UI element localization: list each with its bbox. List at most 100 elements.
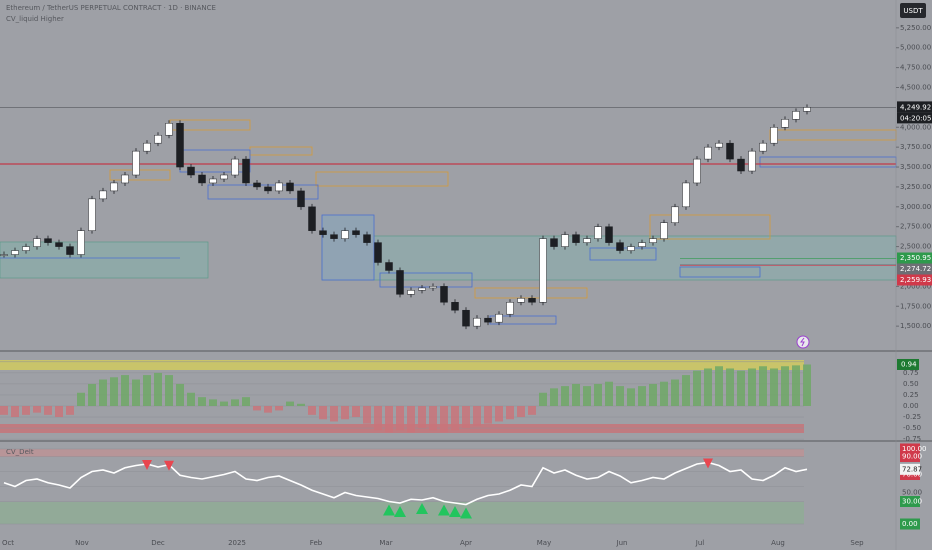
- candle: [209, 178, 217, 184]
- histogram-bar: [121, 375, 129, 406]
- candle: [506, 302, 514, 315]
- sell-signal: [142, 460, 152, 470]
- candle: [121, 174, 129, 184]
- histogram-bar: [253, 406, 261, 411]
- symbol-title: Ethereum / TetherUS PERPETUAL CONTRACT ·…: [6, 4, 216, 12]
- candle: [605, 226, 613, 243]
- candle: [759, 142, 767, 152]
- level-box: [897, 274, 932, 286]
- candle: [649, 238, 657, 243]
- buy-signal: [394, 506, 406, 517]
- histogram-bar: [473, 406, 481, 426]
- x-tick-label: Apr: [460, 539, 472, 547]
- supply-zone: [315, 171, 449, 187]
- candle: [88, 198, 96, 231]
- tick-box: [900, 496, 920, 507]
- histogram-bar: [385, 406, 393, 433]
- histogram-bar: [605, 381, 613, 406]
- candle: [550, 238, 558, 247]
- countdown-box: [897, 112, 932, 124]
- candle: [286, 182, 294, 192]
- histogram-bar: [759, 366, 767, 406]
- y-tick-label: 5,250.00: [900, 24, 931, 32]
- x-tick-label: Jun: [616, 539, 628, 547]
- histogram-bar: [583, 386, 591, 406]
- level-box: [897, 252, 932, 264]
- histogram-bar: [803, 364, 811, 406]
- candle: [99, 190, 107, 200]
- y-tick-label: 3,000.00: [900, 203, 931, 211]
- y-tick-label: 0.75: [903, 369, 919, 377]
- candle: [473, 317, 481, 327]
- currency-button-label[interactable]: USDT: [903, 7, 923, 15]
- x-tick-label: Feb: [310, 539, 323, 547]
- candle: [572, 234, 580, 243]
- supply-zone: [109, 169, 171, 181]
- histogram-bar: [396, 406, 404, 431]
- candle: [143, 142, 151, 152]
- candle: [429, 286, 437, 289]
- histogram-bar: [0, 406, 8, 415]
- candle: [528, 298, 536, 303]
- level-label: 2,274.72: [900, 265, 931, 273]
- histogram-bar: [726, 368, 734, 406]
- histogram-bar: [440, 406, 448, 433]
- x-tick-label: Mar: [379, 539, 392, 547]
- x-tick-label: Oct: [2, 539, 14, 547]
- histogram-bar: [242, 397, 250, 406]
- histogram-bar: [792, 365, 800, 406]
- histogram-bar: [363, 406, 371, 424]
- candle: [275, 182, 283, 192]
- candle: [561, 234, 569, 247]
- candle: [44, 238, 52, 243]
- histogram-bar: [693, 370, 701, 406]
- y-tick-label: 4,000.00: [900, 123, 931, 131]
- candle: [55, 242, 63, 247]
- candle: [396, 270, 404, 295]
- candle: [638, 242, 646, 247]
- candle: [627, 246, 635, 251]
- histogram-bar: [451, 406, 459, 431]
- last-price-box: [897, 101, 932, 113]
- buy-signal: [449, 506, 461, 517]
- candle: [737, 158, 745, 172]
- candle: [264, 186, 272, 192]
- histogram-bar: [418, 406, 426, 429]
- candle: [671, 206, 679, 223]
- candle: [594, 226, 602, 239]
- y-tick-label: 3,500.00: [900, 163, 931, 171]
- x-tick-label: 2025: [228, 539, 246, 547]
- y-tick-label: -0.25: [903, 413, 921, 421]
- y-tick-label: -0.75: [903, 435, 921, 443]
- demand-zone: [0, 241, 209, 279]
- y-tick-label: -0.50: [903, 424, 921, 432]
- candle: [781, 119, 789, 128]
- buy-signal: [383, 504, 395, 516]
- candle: [11, 250, 19, 255]
- candle: [22, 246, 30, 251]
- histogram-bar: [286, 401, 294, 406]
- candle: [341, 230, 349, 239]
- y-tick-label: 2,750.00: [900, 223, 931, 231]
- order-block: [679, 266, 761, 278]
- candle: [660, 222, 668, 239]
- tick-box: [900, 451, 920, 462]
- y-tick-label: 2,000.00: [900, 282, 931, 290]
- buy-signal: [416, 503, 428, 514]
- histogram-bar: [154, 372, 162, 406]
- histogram-bar: [220, 401, 228, 406]
- level-box: [897, 263, 932, 275]
- currency-button[interactable]: [900, 3, 926, 18]
- histogram-bar: [143, 375, 151, 406]
- candle: [462, 309, 470, 327]
- candle: [682, 182, 690, 208]
- histogram-bar: [638, 386, 646, 406]
- histogram-bar: [770, 368, 778, 406]
- level-label: 2,350.95: [900, 254, 931, 262]
- candle: [242, 158, 250, 184]
- histogram-bar: [341, 406, 349, 420]
- y-tick-label: 90.00: [902, 453, 922, 461]
- candle: [495, 313, 503, 323]
- histogram-bar: [55, 406, 63, 418]
